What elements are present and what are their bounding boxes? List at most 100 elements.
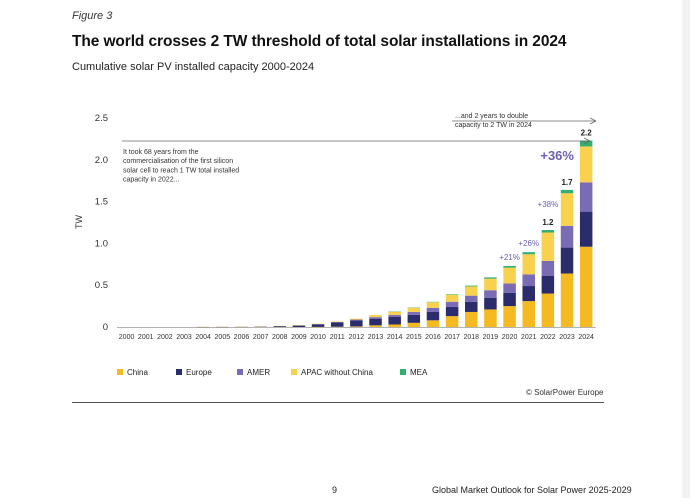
bar-segment-europe-2009: [292, 325, 306, 327]
x-tick-label: 2015: [406, 334, 422, 341]
bar-segment-china-2012: [350, 326, 363, 327]
bar-segment-amer-2011: [330, 321, 344, 323]
annotation-left-line: commercialisation of the first silicon: [123, 158, 233, 165]
bar-segment-europe-2008: [273, 326, 287, 327]
x-tick-label: 2002: [157, 334, 173, 341]
x-tick-label: 2020: [502, 334, 518, 341]
bar-segment-apac-without-china-2020: [503, 267, 516, 284]
legend-label: APAC without China: [301, 368, 373, 377]
bar-segment-apac-without-china-2011: [330, 321, 344, 322]
x-tick-label: 2017: [444, 334, 460, 341]
bar-segment-mea-2018: [465, 285, 478, 287]
bar-segment-amer-2019: [484, 290, 497, 298]
bar-segment-apac-without-china-2024: [579, 146, 593, 183]
bar-segment-europe-2021: [522, 286, 535, 302]
bar-segment-amer-2015: [407, 312, 421, 315]
bar-segment-amer-2014: [388, 314, 401, 317]
x-tick-label: 2000: [119, 334, 135, 341]
bar-segment-europe-2010: [311, 324, 325, 327]
x-tick-label: 2018: [463, 334, 479, 341]
annotation-left-line: capacity in 2022...: [123, 177, 179, 184]
bar-segment-europe-2014: [388, 316, 401, 325]
figure-label: Figure 3: [72, 10, 113, 22]
legend-swatch-apac-without-china: [291, 369, 297, 375]
x-tick-label: 2010: [310, 334, 326, 341]
x-tick-label: 2008: [272, 334, 288, 341]
x-tick-label: 2005: [215, 334, 231, 341]
growth-label-2020: +21%: [499, 253, 520, 262]
bar-segment-apac-without-china-2019: [484, 278, 497, 291]
x-tick-label: 2023: [559, 334, 575, 341]
x-tick-label: 2006: [234, 334, 250, 341]
bar-segment-apac-without-china-2017: [445, 294, 459, 302]
bar-segment-apac-without-china-2022: [541, 232, 555, 261]
bar-segment-china-2013: [369, 325, 382, 327]
bar-segment-mea-2021: [522, 252, 535, 255]
bar-segment-amer-2022: [541, 260, 555, 277]
bar-segment-europe-2015: [407, 314, 421, 323]
x-tick-label: 2011: [330, 334, 345, 341]
x-tick-label: 2022: [540, 334, 556, 341]
x-tick-label: 2016: [425, 334, 441, 341]
annotation-right-line: ...and 2 years to double: [455, 113, 528, 120]
legend-label: China: [127, 368, 148, 377]
bar-segment-china-2019: [484, 309, 497, 327]
bar-segment-europe-2013: [369, 318, 382, 326]
annotation-left-line: It took 68 years from the: [123, 149, 199, 156]
annotation-right-line: capacity to 2 TW in 2024: [455, 122, 532, 129]
legend-label: AMER: [247, 368, 270, 377]
bar-segment-china-2014: [388, 324, 401, 327]
bar-segment-europe-2024: [579, 211, 593, 247]
growth-label-2022: +38%: [538, 200, 559, 209]
bar-segment-apac-without-china-2016: [426, 302, 440, 308]
legend-label: MEA: [410, 368, 428, 377]
bar-segment-amer-2020: [503, 283, 516, 293]
y-tick-label: 0: [103, 322, 108, 333]
bar-segment-apac-without-china-2021: [522, 254, 535, 275]
bar-segment-europe-2018: [465, 301, 478, 312]
bar-segment-china-2020: [503, 306, 516, 327]
y-tick-label: 1.0: [95, 238, 108, 249]
scrollbar[interactable]: [682, 0, 690, 498]
chart-title: The world crosses 2 TW threshold of tota…: [72, 33, 567, 50]
bar-segment-mea-2022: [541, 230, 555, 233]
bar-segment-amer-2021: [522, 274, 535, 287]
total-label-2022: 1.2: [542, 218, 554, 227]
legend-swatch-amer: [237, 369, 243, 375]
bar-segment-apac-without-china-2018: [465, 286, 478, 296]
x-tick-label: 2013: [368, 334, 384, 341]
legend-swatch-europe: [176, 369, 182, 375]
total-label-2024: 2.2: [581, 129, 593, 138]
x-tick-label: 2014: [387, 334, 403, 341]
bar-segment-china-2017: [445, 316, 459, 327]
bar-segment-amer-2016: [426, 307, 440, 312]
page-number: 9: [332, 485, 338, 495]
bar-segment-mea-2017: [445, 294, 459, 295]
stacked-bar-chart: 0 0.5 1.0 1.5 2.0 2.5 TW 2000 2001 2002 2003 2004 20…: [74, 113, 597, 377]
arrow-head-long: [583, 137, 591, 145]
x-tick-label: 2019: [483, 334, 499, 341]
source-credit: © SolarPower Europe: [526, 388, 604, 397]
bar-segment-europe-2011: [330, 322, 344, 327]
bar-segment-mea-2023: [560, 189, 574, 194]
bar-segment-china-2015: [407, 322, 421, 327]
total-label-2023: 1.7: [561, 178, 573, 187]
bar-segment-china-2024: [579, 246, 593, 327]
bar-segment-amer-2024: [579, 182, 593, 212]
bar-segment-europe-2012: [350, 320, 363, 327]
bar-segment-amer-2017: [445, 301, 459, 307]
bar-segment-apac-without-china-2012: [350, 318, 363, 320]
bar-segment-amer-2012: [350, 319, 363, 321]
growth-label-2024: +36%: [540, 148, 574, 163]
bar-segment-china-2016: [426, 320, 440, 327]
bar-segment-europe-2019: [484, 297, 497, 310]
bar-segment-china-2023: [560, 273, 574, 327]
legend-swatch-mea: [400, 369, 406, 375]
bar-segment-apac-without-china-2014: [388, 311, 401, 315]
y-axis-label: TW: [74, 215, 84, 229]
y-tick-label: 1.5: [95, 197, 108, 208]
bar-segment-europe-2022: [541, 276, 555, 294]
bar-segment-mea-2020: [503, 265, 516, 268]
chart-subtitle: Cumulative solar PV installed capacity 2…: [72, 61, 315, 73]
report-name: Global Market Outlook for Solar Power 20…: [432, 485, 632, 495]
